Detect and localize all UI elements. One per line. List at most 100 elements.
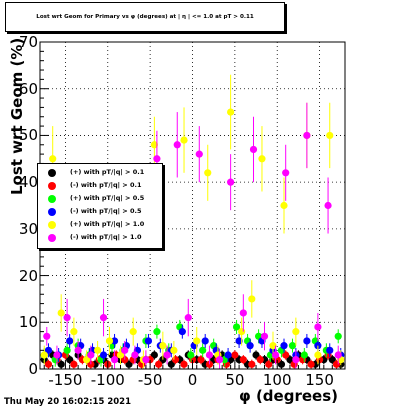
data-point [195, 150, 203, 158]
data-point [199, 346, 207, 354]
data-point [334, 332, 342, 340]
data-point [99, 314, 108, 322]
legend-label: (-) with pT/|q| > 0.5 [70, 207, 142, 215]
data-point [70, 360, 78, 368]
legend-marker [48, 234, 56, 242]
data-point [314, 323, 322, 331]
data-point [74, 346, 82, 354]
legend-marker [48, 221, 56, 229]
data-point [153, 155, 161, 163]
legend-marker [48, 182, 56, 190]
data-point [159, 342, 167, 350]
data-point [153, 328, 161, 336]
data-point [178, 328, 186, 336]
data-point [53, 351, 61, 359]
data-point [180, 360, 188, 368]
data-point [235, 337, 243, 345]
data-point [66, 356, 74, 364]
data-point [280, 342, 288, 350]
title-box: Lost wrt Geom for Primary vs φ (degrees)… [5, 2, 285, 32]
x-tick-label: 0 [187, 371, 198, 389]
data-point [116, 351, 125, 359]
legend-marker [48, 208, 56, 216]
data-point [63, 314, 71, 322]
data-point [105, 337, 114, 345]
legend-marker [48, 195, 56, 203]
data-point [249, 145, 258, 154]
data-point [269, 342, 277, 350]
data-point [238, 328, 246, 336]
y-tick-label: 0 [28, 360, 38, 378]
legend-entry: (-) with pT/|q| > 0.1 [38, 180, 162, 192]
data-point [150, 141, 158, 149]
data-point [57, 309, 65, 317]
data-point [292, 356, 300, 364]
data-point [167, 360, 175, 368]
data-point [193, 337, 201, 345]
data-point [173, 141, 181, 149]
data-point [43, 332, 51, 340]
data-point [252, 351, 260, 359]
data-point [258, 155, 266, 163]
data-point [334, 351, 342, 359]
data-point [282, 169, 290, 177]
data-point [288, 342, 297, 350]
data-point [303, 131, 311, 140]
legend-marker [48, 169, 56, 177]
data-point [280, 201, 288, 210]
data-point [63, 346, 71, 354]
data-point [201, 337, 209, 345]
x-tick-label: -150 [48, 371, 83, 389]
data-point [256, 356, 264, 364]
chart-title: Lost wrt Geom for Primary vs φ (degrees)… [36, 14, 254, 20]
data-point [121, 346, 129, 354]
data-point [155, 360, 163, 368]
data-point [163, 351, 171, 359]
legend-entry: (-) with pT/|q| > 0.5 [38, 206, 162, 218]
legend-label: (+) with pT/|q| > 0.5 [70, 194, 145, 202]
data-point [171, 356, 180, 364]
data-point [150, 351, 158, 359]
data-point [129, 328, 137, 336]
data-point [227, 178, 235, 186]
data-point [70, 328, 78, 336]
x-axis-label: φ (degrees) [239, 387, 338, 405]
data-point [265, 360, 273, 368]
legend-label: (+) with pT/|q| > 1.0 [70, 220, 145, 228]
x-tick-label: 150 [305, 371, 334, 389]
data-point [49, 155, 57, 163]
data-point [197, 356, 205, 364]
data-point [227, 108, 235, 116]
data-point [224, 351, 232, 359]
data-point [300, 351, 308, 359]
data-point [180, 136, 188, 144]
data-point [131, 351, 139, 359]
data-point [277, 360, 286, 368]
data-point [260, 332, 269, 340]
data-point [66, 337, 74, 345]
data-point [239, 309, 247, 317]
legend: (+) with pT/|q| > 0.1 (-) with pT/|q| > 0… [37, 163, 163, 249]
data-point [82, 356, 91, 364]
legend-label: (-) with pT/|q| > 0.1 [70, 181, 142, 189]
legend-entry: (+) with pT/|q| > 0.5 [38, 193, 162, 205]
data-point [248, 360, 256, 368]
x-tick-label: 50 [225, 371, 245, 389]
legend-label: (+) with pT/|q| > 0.1 [70, 168, 145, 176]
data-point [144, 337, 153, 345]
y-tick-label: 40 [18, 173, 38, 192]
y-tick-label: 70 [18, 33, 38, 51]
data-point [271, 351, 280, 359]
data-point [184, 314, 192, 322]
data-point [57, 360, 65, 368]
data-point [110, 337, 119, 345]
y-tick-label: 20 [18, 266, 38, 285]
x-tick-label: 100 [262, 371, 292, 389]
data-point [328, 356, 336, 364]
data-point [282, 351, 290, 359]
data-point [216, 356, 224, 364]
data-point [239, 356, 247, 364]
data-point [99, 351, 108, 359]
